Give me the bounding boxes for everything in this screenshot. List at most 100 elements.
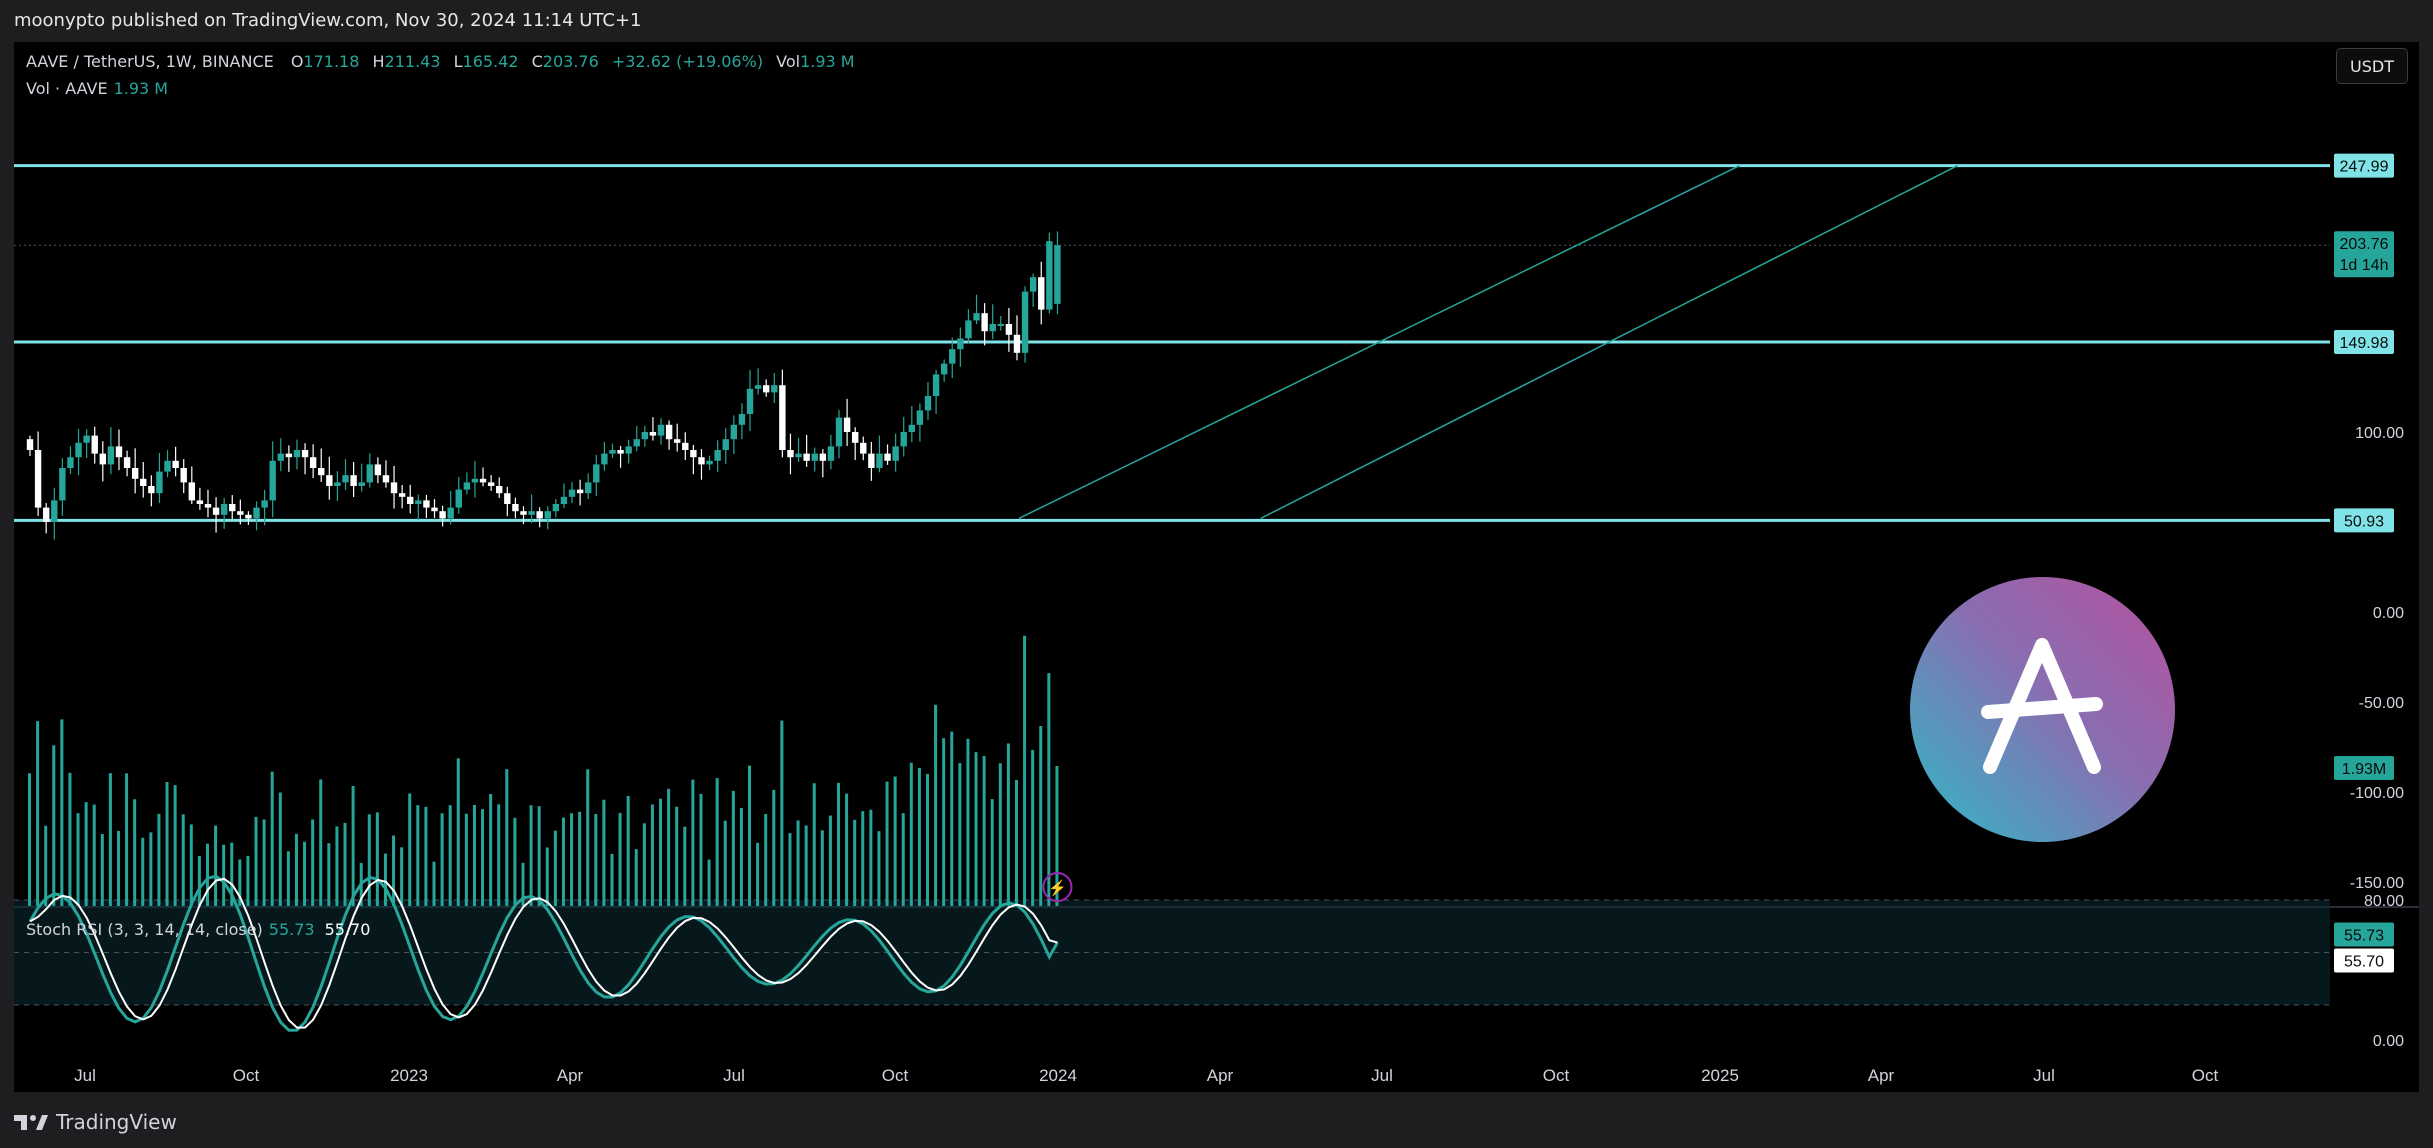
candle-body[interactable]: [156, 471, 163, 494]
stoch-legend-label[interactable]: Stoch RSI (3, 3, 14, 14, close): [26, 920, 263, 939]
symbol-title[interactable]: AAVE / TetherUS, 1W, BINANCE: [26, 52, 274, 71]
candle-body[interactable]: [949, 349, 956, 364]
candle-body[interactable]: [762, 385, 770, 393]
candle-body[interactable]: [334, 482, 341, 486]
candle-body[interactable]: [358, 482, 365, 486]
candle-body[interactable]: [309, 457, 317, 468]
tradingview-logo[interactable]: TradingView: [14, 1110, 177, 1134]
candle-body[interactable]: [390, 482, 398, 494]
candle-body[interactable]: [989, 324, 996, 332]
candle-body[interactable]: [99, 453, 107, 465]
candle-body[interactable]: [576, 489, 584, 494]
candle-body[interactable]: [674, 439, 681, 443]
candle-body[interactable]: [75, 442, 82, 458]
candle-body[interactable]: [496, 486, 503, 494]
candle-body[interactable]: [649, 432, 657, 436]
candle-body[interactable]: [326, 475, 333, 486]
candle-body[interactable]: [811, 453, 818, 461]
candle-body[interactable]: [884, 453, 891, 461]
candle-body[interactable]: [350, 475, 357, 486]
candle-body[interactable]: [1013, 334, 1021, 353]
candle-body[interactable]: [819, 453, 827, 461]
candle-body[interactable]: [342, 475, 349, 483]
candle-body[interactable]: [843, 417, 851, 432]
candle-body[interactable]: [965, 320, 972, 339]
bolt-marker-icon[interactable]: [1042, 872, 1073, 902]
candle-body[interactable]: [1021, 291, 1029, 353]
candle-body[interactable]: [997, 324, 1004, 326]
candle-body[interactable]: [91, 435, 98, 454]
candle-body[interactable]: [795, 453, 802, 458]
candle-body[interactable]: [107, 446, 115, 465]
candle-body[interactable]: [924, 396, 932, 411]
candle-body[interactable]: [738, 414, 746, 425]
candle-body[interactable]: [609, 450, 616, 454]
candle-body[interactable]: [487, 482, 495, 486]
candle-body[interactable]: [318, 468, 325, 476]
candle-body[interactable]: [67, 457, 74, 468]
candle-body[interactable]: [285, 453, 293, 458]
candle-body[interactable]: [981, 313, 988, 332]
candle-body[interactable]: [471, 478, 479, 483]
candle-body[interactable]: [269, 460, 276, 501]
candle-body[interactable]: [722, 439, 729, 450]
candle-body[interactable]: [633, 439, 640, 447]
candle-body[interactable]: [34, 450, 42, 508]
candle-body[interactable]: [665, 424, 673, 440]
candle-body[interactable]: [892, 446, 899, 461]
candle-body[interactable]: [1046, 241, 1053, 310]
candle-body[interactable]: [26, 439, 34, 450]
candle-body[interactable]: [196, 500, 204, 504]
candle-body[interactable]: [973, 313, 980, 321]
candle-body[interactable]: [746, 388, 754, 414]
candle-body[interactable]: [140, 478, 147, 486]
candle-body[interactable]: [771, 385, 778, 393]
candle-body[interactable]: [59, 468, 66, 501]
candle-body[interactable]: [868, 453, 875, 468]
candle-body[interactable]: [520, 511, 527, 515]
candle-body[interactable]: [172, 460, 179, 468]
candle-body[interactable]: [374, 464, 382, 476]
candle-body[interactable]: [1029, 277, 1037, 292]
candle-body[interactable]: [148, 486, 155, 494]
candle-body[interactable]: [83, 435, 90, 443]
candle-body[interactable]: [1005, 324, 1013, 335]
candle-body[interactable]: [787, 450, 794, 458]
candle-body[interactable]: [617, 450, 624, 454]
candle-body[interactable]: [188, 482, 195, 501]
candle-body[interactable]: [706, 460, 713, 465]
candle-body[interactable]: [568, 489, 576, 497]
stoch-d-line[interactable]: [29, 877, 1058, 1029]
candle-body[interactable]: [504, 493, 511, 504]
candle-body[interactable]: [431, 507, 438, 512]
stoch-k-line[interactable]: [28, 874, 1059, 1032]
candle-body[interactable]: [366, 464, 373, 483]
candle-body[interactable]: [552, 504, 560, 512]
candle-body[interactable]: [237, 511, 244, 515]
candle-body[interactable]: [245, 514, 252, 519]
candle-body[interactable]: [827, 446, 835, 461]
currency-button[interactable]: USDT: [2336, 48, 2408, 84]
candle-body[interactable]: [42, 507, 50, 522]
candle-body[interactable]: [277, 453, 284, 461]
candle-body[interactable]: [544, 511, 551, 519]
channel-line-lower[interactable]: [1260, 164, 1958, 520]
candle-body[interactable]: [803, 453, 810, 461]
candle-body[interactable]: [860, 442, 867, 454]
candle-body[interactable]: [439, 511, 446, 519]
candle-body[interactable]: [593, 464, 600, 483]
candle-body[interactable]: [415, 500, 422, 504]
candle-body[interactable]: [730, 424, 738, 440]
candle-body[interactable]: [131, 468, 139, 479]
candle-body[interactable]: [51, 500, 58, 522]
candle-body[interactable]: [657, 424, 665, 436]
candle-body[interactable]: [301, 450, 309, 458]
candle-body[interactable]: [455, 489, 462, 508]
candle-body[interactable]: [212, 507, 220, 515]
candle-body[interactable]: [940, 363, 948, 375]
candle-body[interactable]: [779, 385, 786, 450]
candle-body[interactable]: [916, 410, 924, 425]
candle-body[interactable]: [908, 424, 916, 432]
candle-body[interactable]: [1038, 277, 1045, 310]
candle-body[interactable]: [690, 450, 697, 458]
